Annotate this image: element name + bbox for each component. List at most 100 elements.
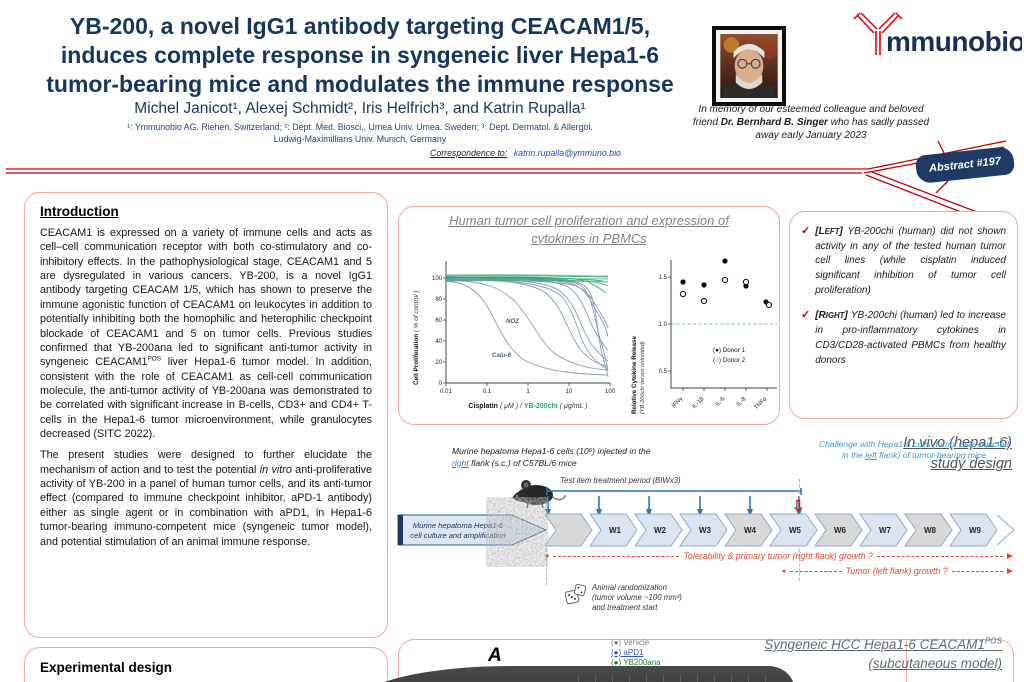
correspondence: Correspondence to: katrin.rupalla@ymmuno… bbox=[430, 148, 621, 158]
cell-culture-image bbox=[486, 497, 548, 567]
finding-left: ✓ [LEFT] YB-200chi (human) did not shown… bbox=[801, 225, 1006, 298]
logo-wordmark: mmunobio bbox=[886, 26, 1022, 57]
antibody-y-logo-icon: mmunobio bbox=[853, 12, 1024, 57]
svg-text:W6: W6 bbox=[834, 526, 847, 535]
treatment-start-marker bbox=[546, 549, 547, 585]
authors-line: Michel Janicot¹, Alexej Schmidt², Iris H… bbox=[134, 100, 586, 117]
svg-text:0.1: 0.1 bbox=[483, 389, 492, 395]
row-start-dot: ● bbox=[545, 552, 550, 560]
svg-text:W3: W3 bbox=[699, 526, 712, 535]
check-icon: ✓ bbox=[801, 225, 811, 237]
svg-text:1.5: 1.5 bbox=[659, 275, 668, 281]
proliferation-panel-title: Human tumor cell proliferation and expre… bbox=[398, 212, 780, 247]
cytokine-chart: 1.5 1.0 0.5 IFNγ IL-1β IL-6 IL-8 TNFα (●… bbox=[631, 258, 777, 414]
svg-text:0.01: 0.01 bbox=[440, 389, 452, 395]
svg-text:1: 1 bbox=[526, 389, 530, 395]
svg-text:TNFα: TNFα bbox=[753, 396, 768, 411]
svg-text:100: 100 bbox=[605, 389, 616, 395]
correspondence-email[interactable]: katrin.rupalla@ymmuno.bio bbox=[513, 148, 621, 158]
syngeneic-title-line-1: Syngeneic HCC Hepa1-6 CEACAM1POS bbox=[764, 636, 1002, 652]
panel-title-line-1: Human tumor cell proliferation and expre… bbox=[449, 213, 729, 228]
legend-yb200ana: (●) YB200ana bbox=[611, 658, 661, 668]
svg-text:IFNγ: IFNγ bbox=[671, 396, 684, 409]
affiliation-line-1: ¹: Ymmunobio AG. Riehen. Switzerland; ²:… bbox=[127, 122, 593, 132]
svg-text:20: 20 bbox=[435, 360, 442, 366]
svg-text:W4: W4 bbox=[744, 526, 757, 535]
title-line-3: tumor-bearing mice and modulates the imm… bbox=[46, 71, 674, 98]
randomization-line-2: (tumor volume ~100 mm³) bbox=[592, 593, 682, 603]
dashed-line bbox=[951, 570, 1003, 572]
dashed-line bbox=[876, 555, 1004, 557]
randomization-line-1: Animal randomization bbox=[592, 583, 667, 592]
week-timeline: W1 W2 W3 W4 W5 W6 W7 W8 W9 bbox=[545, 513, 1015, 547]
memorial-photo bbox=[712, 26, 786, 106]
poster-title: YB-200, a novel IgG1 antibody targeting … bbox=[30, 12, 690, 100]
finding-right-text: [RIGHT] YB-200chi (human) led to increas… bbox=[815, 310, 1006, 366]
svg-text:W5: W5 bbox=[789, 526, 802, 535]
dashed-line bbox=[553, 555, 680, 557]
invivo-title-line-2: study design bbox=[930, 456, 1012, 473]
tolerability-row: ● Tolerability & primary tumor (right fl… bbox=[545, 551, 1014, 561]
svg-text:W8: W8 bbox=[924, 526, 937, 535]
svg-text:W1: W1 bbox=[609, 526, 622, 535]
svg-text:IL-1β: IL-1β bbox=[691, 396, 705, 410]
donor2-points bbox=[679, 276, 773, 309]
affiliations: ¹: Ymmunobio AG. Riehen. Switzerland; ²:… bbox=[30, 122, 690, 146]
tumor-left-label: Tumor (left flank) growth ? bbox=[845, 566, 948, 576]
syngeneic-title-line-2: (subcutaneous model) bbox=[868, 655, 1002, 671]
treatment-period-label: Test item treatment period (BIWx3) bbox=[560, 476, 681, 485]
figure-ax-ticks bbox=[562, 675, 772, 682]
tumor-left-row: ● Tumor (left flank) growth ? bbox=[782, 566, 1013, 576]
panel-inner-divider bbox=[906, 641, 907, 682]
findings-panel: ✓ [LEFT] YB-200chi (human) did not shown… bbox=[789, 211, 1018, 419]
svg-text:(○) Donor 2: (○) Donor 2 bbox=[713, 357, 746, 364]
introduction-heading: Introduction bbox=[40, 204, 119, 219]
challenge-note: Challenge with Hepa1-6 cells (tumor cell… bbox=[818, 439, 1010, 461]
correspondence-label: Correspondence to: bbox=[430, 148, 508, 158]
svg-text:100: 100 bbox=[432, 276, 443, 282]
treatment-arrows bbox=[545, 488, 802, 517]
svg-text:0: 0 bbox=[439, 381, 443, 387]
introduction-section: Introduction CEACAM1 is expressed on a v… bbox=[24, 192, 388, 638]
challenge-arrow-icon: ⇩ bbox=[792, 498, 805, 515]
svg-text:W7: W7 bbox=[879, 526, 892, 535]
invivo-title-line-1: In vivo (hepa1-6) bbox=[903, 435, 1012, 451]
culture-arrow-line-1: Murine hepatoma Hepa1-6 bbox=[413, 521, 504, 530]
finding-left-text: [LEFT] YB-200chi (human) did not shown a… bbox=[815, 226, 1006, 296]
svg-text:80: 80 bbox=[435, 297, 442, 303]
check-icon: ✓ bbox=[801, 309, 811, 322]
svg-text:(●) Donor 1: (●) Donor 1 bbox=[713, 347, 746, 354]
memorial-text: In memory of our esteemed colleague and … bbox=[692, 104, 930, 141]
tolerability-label: Tolerability & primary tumor (right flan… bbox=[683, 551, 873, 561]
panel-a-label: A bbox=[488, 645, 502, 666]
svg-text:W2: W2 bbox=[654, 526, 667, 535]
cytokine-legend: (●) Donor 1 (○) Donor 2 bbox=[713, 347, 746, 364]
svg-text:1.0: 1.0 bbox=[659, 322, 668, 328]
dice-icon bbox=[564, 583, 587, 605]
legend-apd1: (●) aPD1 bbox=[611, 648, 644, 658]
culture-arrow-line-2: cell culture and amplification bbox=[410, 531, 505, 540]
arrow-head-icon bbox=[1007, 553, 1014, 559]
title-line-1: YB-200, a novel IgG1 antibody targeting … bbox=[69, 13, 651, 39]
cisplatin-curves bbox=[445, 276, 609, 378]
svg-text:IL-6: IL-6 bbox=[715, 396, 727, 408]
introduction-paragraph-2: The present studies were designed to fur… bbox=[40, 449, 372, 548]
finding-right: ✓ [RIGHT] YB-200chi (human) led to incre… bbox=[801, 309, 1006, 368]
prolif-y-axis-label: Cell Proliferation ( % of control ) bbox=[413, 291, 420, 385]
cyto-y-axis-sublabel: (YB-200chi versus untreated) bbox=[640, 341, 646, 414]
experimental-design-section: Experimental design bbox=[24, 647, 388, 682]
portrait-image bbox=[720, 34, 778, 98]
injection-note: Murine hepatoma Hepa1-6 cells (10⁶) inje… bbox=[452, 446, 651, 468]
photo-mat bbox=[716, 30, 782, 102]
challenge-connector bbox=[799, 479, 800, 499]
ymmunobio-logo: mmunobio bbox=[850, 10, 1024, 63]
panel-title-line-2: cytokines in PBMCs bbox=[531, 230, 647, 246]
cyto-y-axis-label: Relative Cytokine Release bbox=[631, 335, 638, 414]
proliferation-chart: 100 80 60 40 20 0 0.01 0.1 1 10 100 bbox=[413, 261, 616, 410]
syngeneic-panel-title: Syngeneic HCC Hepa1-6 CEACAM1POS (subcut… bbox=[660, 636, 1002, 674]
invivo-title: In vivo (hepa1-6) study design bbox=[838, 433, 1012, 475]
yb200chi-curves bbox=[445, 274, 609, 294]
introduction-paragraph-1: CEACAM1 is expressed on a variety of imm… bbox=[40, 227, 372, 441]
arrow-head-icon bbox=[1007, 568, 1013, 574]
